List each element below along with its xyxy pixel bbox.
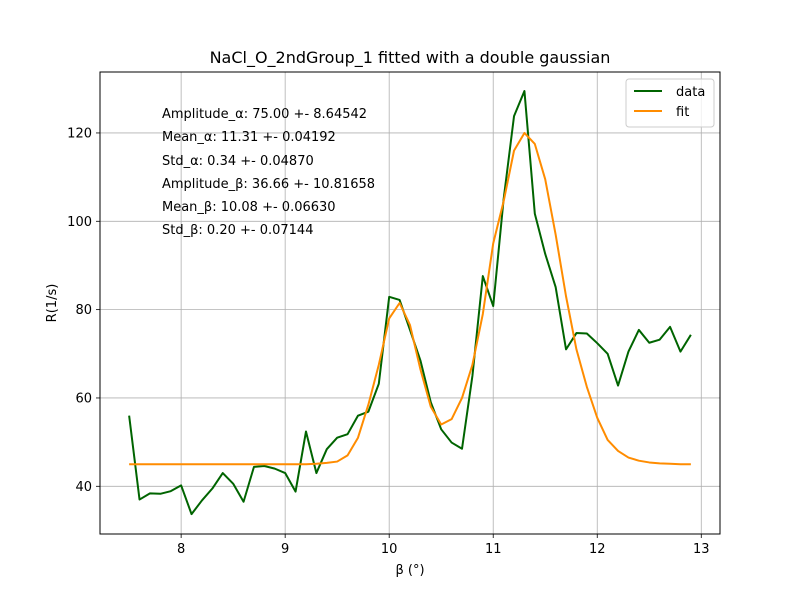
plot-frame [99,71,721,535]
annotation-std-alpha: Std_α: 0.34 +- 0.04870 [162,154,314,169]
x-tick-label: 13 [693,542,710,557]
x-tick-label: 12 [589,542,606,557]
x-tick-label: 10 [381,542,398,557]
legend: data fit [625,78,715,128]
y-tick-label: 100 [67,215,92,230]
legend-label-fit: fit [676,105,689,120]
annotation-amplitude-beta: Amplitude_β: 36.66 +- 10.81658 [162,177,375,192]
x-tick-label: 8 [177,542,185,557]
x-axis-label: β (°) [395,563,424,578]
x-tick-label: 11 [485,542,502,557]
y-axis: 40 60 80 100 120 [67,126,100,495]
x-tick-label: 9 [281,542,289,557]
annotation-mean-alpha: Mean_α: 11.31 +- 0.04192 [162,130,336,145]
annotation-mean-beta: Mean_β: 10.08 +- 0.06630 [162,200,336,215]
legend-label-data: data [676,85,705,100]
series-lines [128,89,692,516]
y-tick-label: 80 [75,303,92,318]
series-line-fit [129,131,691,466]
fit-parameters: Amplitude_α: 75.00 +- 8.64542 Mean_α: 11… [162,107,375,238]
y-tick-label: 60 [75,391,92,406]
y-tick-label: 40 [75,480,92,495]
x-axis: 8 9 10 11 12 13 [177,534,710,557]
y-axis-label: R(1/s) [45,284,60,323]
annotation-std-beta: Std_β: 0.20 +- 0.07144 [162,223,313,238]
series-line-data [128,89,692,516]
chart-title: NaCl_O_2ndGroup_1 fitted with a double g… [210,48,611,68]
annotation-amplitude-alpha: Amplitude_α: 75.00 +- 8.64542 [162,107,367,122]
y-tick-label: 120 [67,126,92,141]
